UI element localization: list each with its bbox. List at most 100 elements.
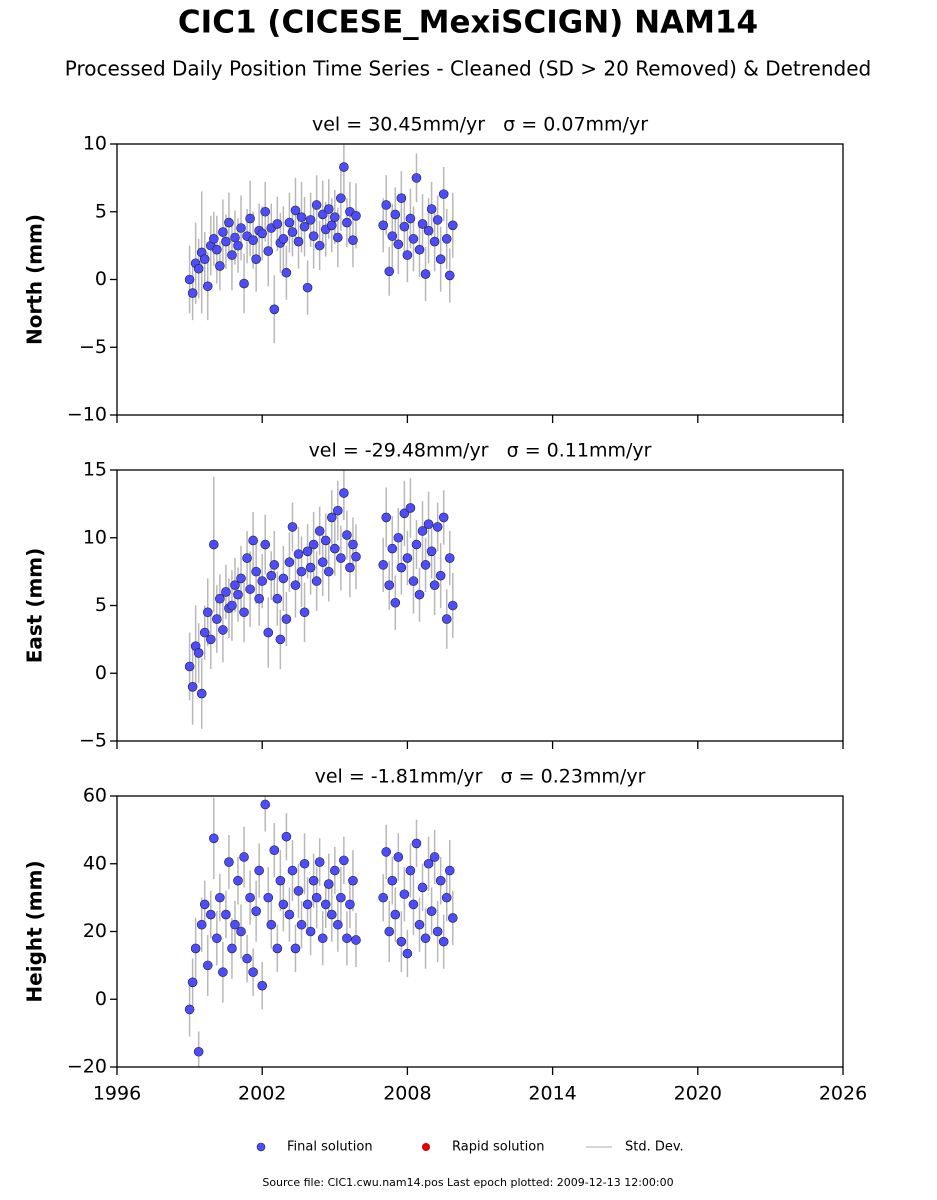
data-point [345,899,355,910]
data-point [426,906,437,916]
data-point [408,899,419,910]
data-point [212,614,222,624]
data-point [257,980,268,991]
data-point [281,614,292,624]
data-point [351,211,361,221]
y-tick-label: 40 [83,852,107,874]
data-point [429,236,440,247]
y-tick-label: 15 [83,459,107,481]
data-point [233,589,243,600]
data-point [296,566,307,577]
data-point [435,254,446,264]
data-point [230,232,240,243]
data-point [405,213,416,224]
data-point [218,227,228,237]
data-point [305,562,316,573]
data-point [399,221,410,232]
data-point [245,213,255,224]
data-point [414,244,425,255]
data-point [384,580,395,590]
data-point [224,857,234,867]
data-point [342,933,352,944]
data-point [287,227,298,237]
data-point [275,875,286,886]
x-tick-label: 1996 [93,1083,141,1105]
data-point [432,926,443,937]
data-point [308,539,319,550]
data-point [378,220,389,231]
data-point [284,909,295,920]
data-point [333,505,343,516]
y-tick-label: 0 [95,988,107,1010]
data-point [351,935,361,945]
data-point [233,875,243,886]
figure-subtitle: Processed Daily Position Time Series - C… [65,57,871,81]
data-point [299,221,310,232]
data-point [221,909,231,920]
data-point [230,919,240,930]
data-point [411,539,422,550]
data-point [272,943,283,954]
data-point [266,919,277,930]
data-point [302,546,313,557]
data-point [287,865,298,876]
data-point [323,879,334,889]
data-point [447,913,458,923]
marks [184,470,458,729]
y-tick-label: −20 [67,1056,107,1078]
data-point [435,875,446,886]
data-point [387,875,398,886]
data-point [299,607,310,618]
data-point [305,215,316,225]
data-point [184,661,195,672]
data-point [209,539,219,550]
data-point [284,557,295,567]
data-point [227,600,237,611]
axes-frame [116,469,844,742]
data-point [339,488,349,498]
data-point [239,607,249,618]
data-point [263,892,274,903]
y-tick-label: 20 [83,920,107,942]
data-point [423,225,434,236]
data-point [230,580,240,590]
data-point [263,627,274,638]
data-point [314,526,325,536]
data-point [381,847,392,857]
data-point [269,560,280,570]
data-point [444,553,455,563]
data-point [187,288,198,298]
data-point [227,250,237,260]
data-point [339,855,349,866]
data-point [402,250,413,260]
data-point [390,909,401,920]
data-point [221,236,231,247]
legend-label: Std. Dev. [625,1140,684,1155]
data-point [438,936,449,947]
plot-area [184,470,458,729]
data-point [311,892,322,903]
data-point [221,587,231,597]
y-tick-label: −5 [79,336,107,358]
data-point [393,532,404,543]
y-tick-label: 0 [95,662,107,684]
data-point [236,573,246,584]
panel-title: vel = -29.48mm/yr σ = 0.11mm/yr [309,440,652,462]
legend-label: Rapid solution [452,1140,544,1155]
data-point [417,219,428,229]
data-point [333,232,343,243]
data-point [447,600,458,611]
data-point [215,892,225,903]
data-point [184,1004,195,1015]
data-point [257,228,268,239]
data-point [348,235,358,246]
plot-area [184,796,458,1067]
data-point [269,304,280,315]
data-point [293,236,304,247]
data-point [396,562,407,573]
data-point [190,943,201,954]
panel-title: vel = -1.81mm/yr σ = 0.23mm/yr [315,766,646,788]
data-point [311,576,322,586]
data-point [254,593,264,604]
data-point [396,936,407,947]
